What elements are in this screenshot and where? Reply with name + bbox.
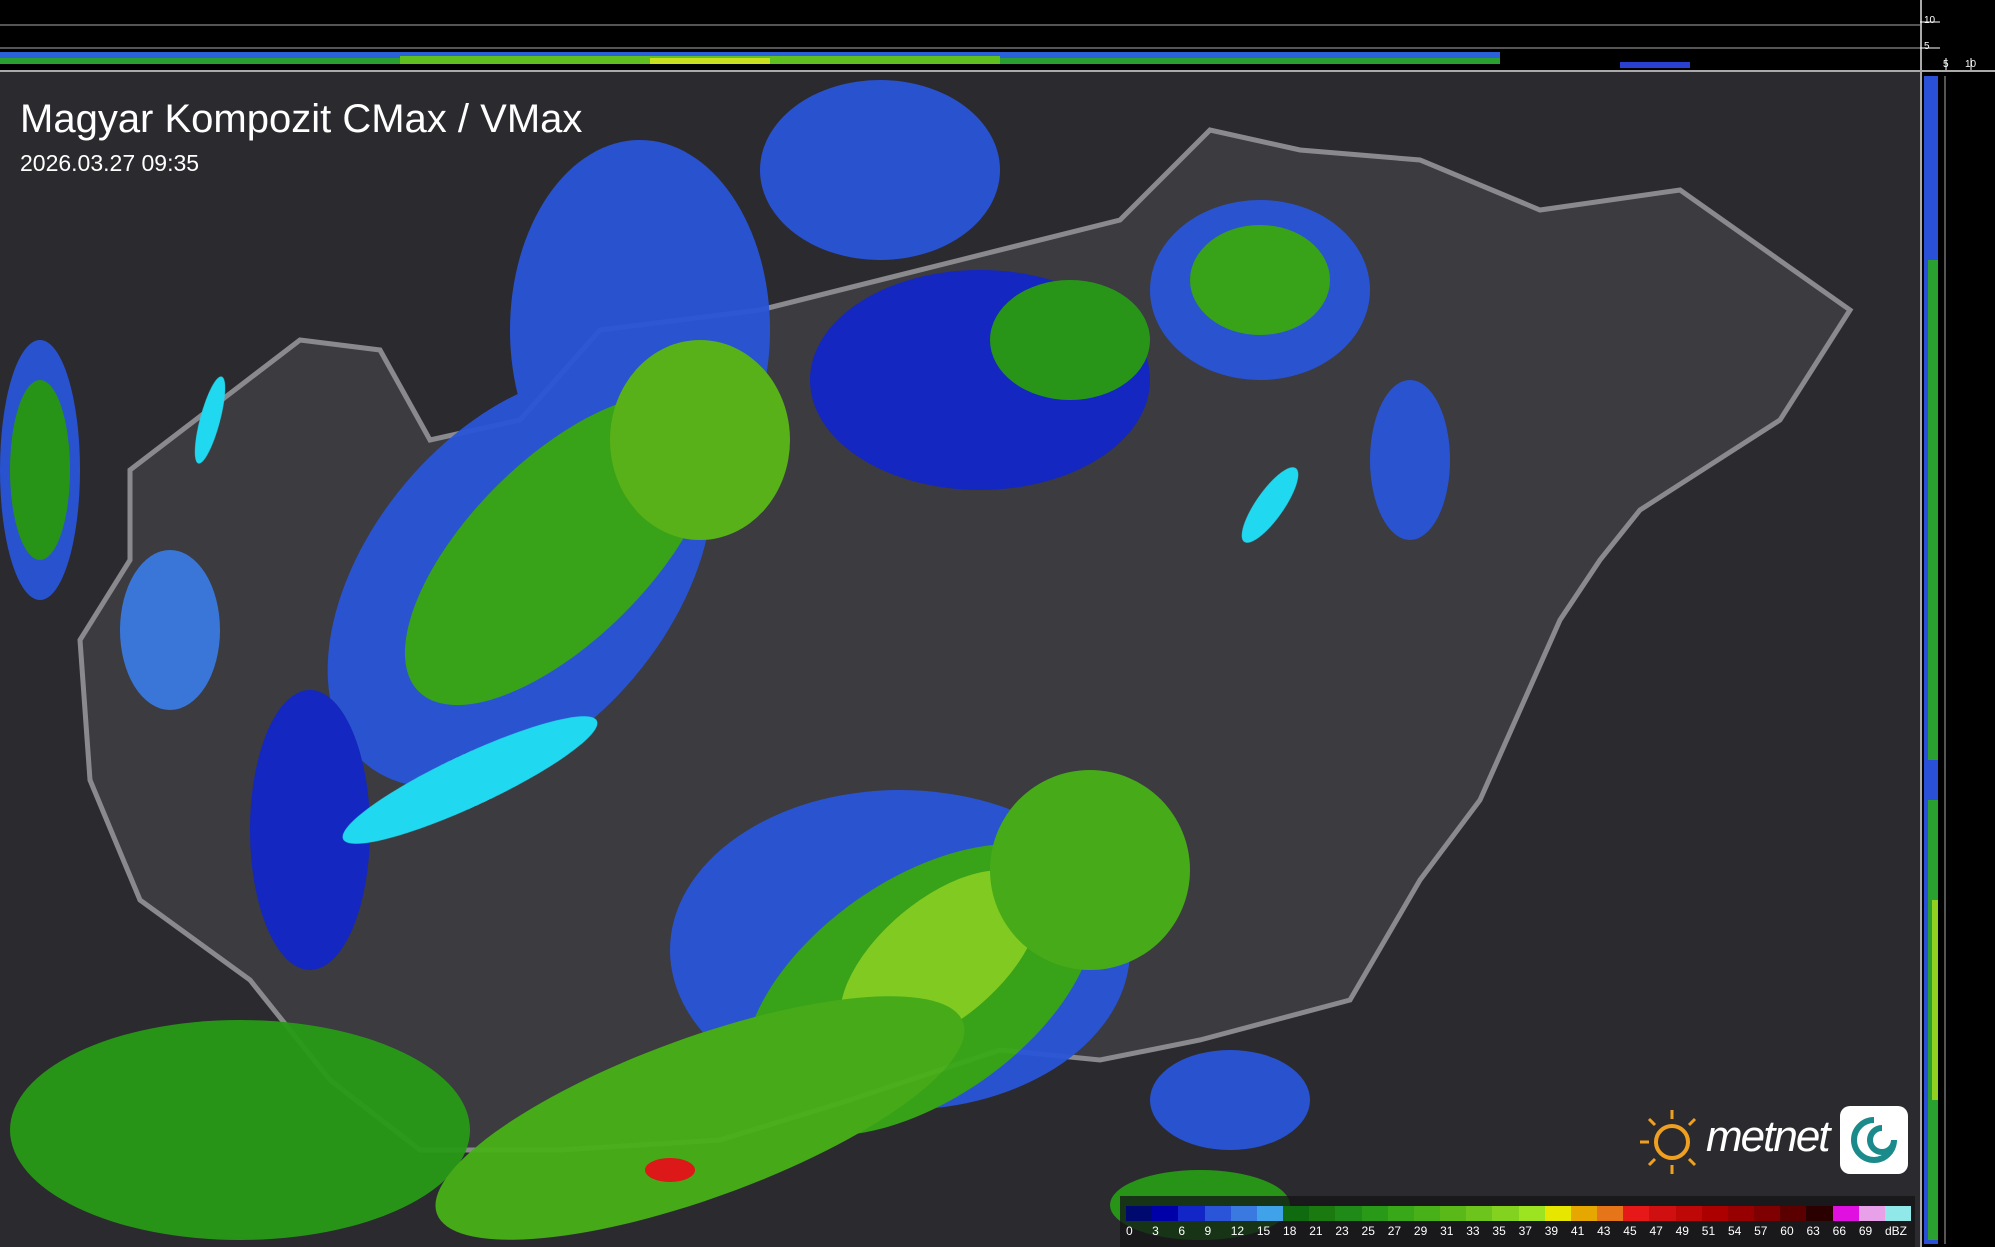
legend-swatch: [1309, 1206, 1336, 1221]
vertical-profile-top: [0, 0, 1920, 72]
legend-swatch: [1126, 1206, 1153, 1221]
legend-label: 29: [1413, 1224, 1428, 1238]
dbz-color-legend: 0 3 6 9 12 15 18 21 23 25 27 29 31 33 35 37 39 41 43 45 47 49…: [1120, 1196, 1915, 1247]
profile-tick-label: 5: [1943, 59, 1949, 70]
legend-swatch: [1230, 1206, 1257, 1221]
legend-swatch: [1701, 1206, 1728, 1221]
legend-swatch: [1806, 1206, 1833, 1221]
legend-label: 33: [1466, 1224, 1480, 1238]
legend-swatch: [1623, 1206, 1650, 1221]
legend-swatch: [1466, 1206, 1493, 1221]
lake-velence: [1241, 467, 1299, 543]
legend-swatch: [1387, 1206, 1414, 1221]
legend-swatch: [1361, 1206, 1388, 1221]
legend-label: 57: [1754, 1224, 1768, 1238]
precipitation-echoes: [0, 80, 1450, 1240]
sun-icon: [1640, 1110, 1697, 1174]
legend-label: 69: [1858, 1224, 1873, 1238]
legend-label: 35: [1492, 1224, 1506, 1238]
legend-label: 49: [1675, 1224, 1689, 1238]
legend-swatch: [1675, 1206, 1702, 1221]
legend-swatch: [1754, 1206, 1781, 1221]
logo-text: metnet: [1706, 1112, 1831, 1161]
legend-swatch: [1518, 1206, 1545, 1221]
radar-map[interactable]: [0, 72, 1920, 1247]
legend-label: 54: [1727, 1224, 1742, 1238]
legend-label: 27: [1387, 1224, 1402, 1238]
legend-label: 15: [1256, 1224, 1271, 1238]
legend-label: 9: [1204, 1224, 1212, 1238]
profile-right-graphic: [1920, 0, 1995, 1247]
legend-label: 12: [1230, 1224, 1245, 1238]
legend-label: 63: [1806, 1224, 1820, 1238]
legend-label: 25: [1361, 1224, 1375, 1238]
legend-labels: 0 3 6 9 12 15 18 21 23 25 27 29 31 33 35 37 39 41 43 45 47 49…: [1126, 1224, 1911, 1238]
legend-label: 60: [1780, 1224, 1794, 1238]
legend-unit: dBZ: [1884, 1224, 1907, 1238]
legend-swatch: [1204, 1206, 1231, 1221]
legend-label: 66: [1832, 1224, 1846, 1238]
map-title: Magyar Kompozit CMax / VMax: [20, 97, 583, 141]
legend-swatch: [1780, 1206, 1807, 1221]
legend-swatch: [1256, 1206, 1284, 1221]
legend-label: 21: [1309, 1224, 1323, 1238]
legend-swatch: [1858, 1206, 1885, 1221]
legend-color-bar: [1126, 1206, 1912, 1221]
legend-label: 18: [1283, 1224, 1297, 1238]
legend-swatch: [1544, 1206, 1571, 1221]
profile-tick-label: 5: [1924, 41, 1930, 52]
legend-swatch: [1178, 1206, 1205, 1221]
metnet-swirl-icon: [1840, 1106, 1908, 1174]
legend-label: 47: [1649, 1224, 1663, 1238]
legend-label: 39: [1544, 1224, 1559, 1238]
legend-swatch: [1597, 1206, 1624, 1221]
legend-label: 23: [1335, 1224, 1349, 1238]
legend-label: 43: [1597, 1224, 1611, 1238]
legend-label: 0: [1126, 1224, 1133, 1238]
legend-label: 37: [1518, 1224, 1532, 1238]
profile-tick-label: 10: [1965, 59, 1977, 70]
legend-label: 51: [1701, 1224, 1716, 1238]
legend-label: 3: [1152, 1224, 1159, 1238]
legend-label: 6: [1178, 1224, 1186, 1238]
profile-tick-label: 10: [1924, 15, 1936, 26]
radar-map-graphic: [0, 72, 1920, 1247]
metnet-logo: metnet: [1636, 1104, 1910, 1176]
vertical-profile-right: 10 5 5 10: [1920, 0, 1995, 1247]
legend-swatch: [1440, 1206, 1467, 1221]
legend-swatch: [1335, 1206, 1362, 1221]
legend-swatch: [1152, 1206, 1179, 1221]
legend-swatch: [1649, 1206, 1676, 1221]
legend-swatch: [1832, 1206, 1859, 1221]
legend-swatch: [1413, 1206, 1441, 1221]
legend-swatch: [1884, 1206, 1912, 1221]
lake-balaton: [342, 716, 598, 844]
legend-label: 41: [1570, 1224, 1585, 1238]
lake-neusiedl: [194, 376, 226, 464]
legend-swatch: [1283, 1206, 1310, 1221]
legend-swatch: [1570, 1206, 1598, 1221]
map-timestamp: 2026.03.27 09:35: [20, 150, 200, 176]
legend-swatch: [1727, 1206, 1755, 1221]
legend-label: 31: [1440, 1224, 1454, 1238]
legend-label: 45: [1623, 1224, 1637, 1238]
legend-swatch: [1492, 1206, 1519, 1221]
profile-top-graphic: [0, 24, 1920, 72]
